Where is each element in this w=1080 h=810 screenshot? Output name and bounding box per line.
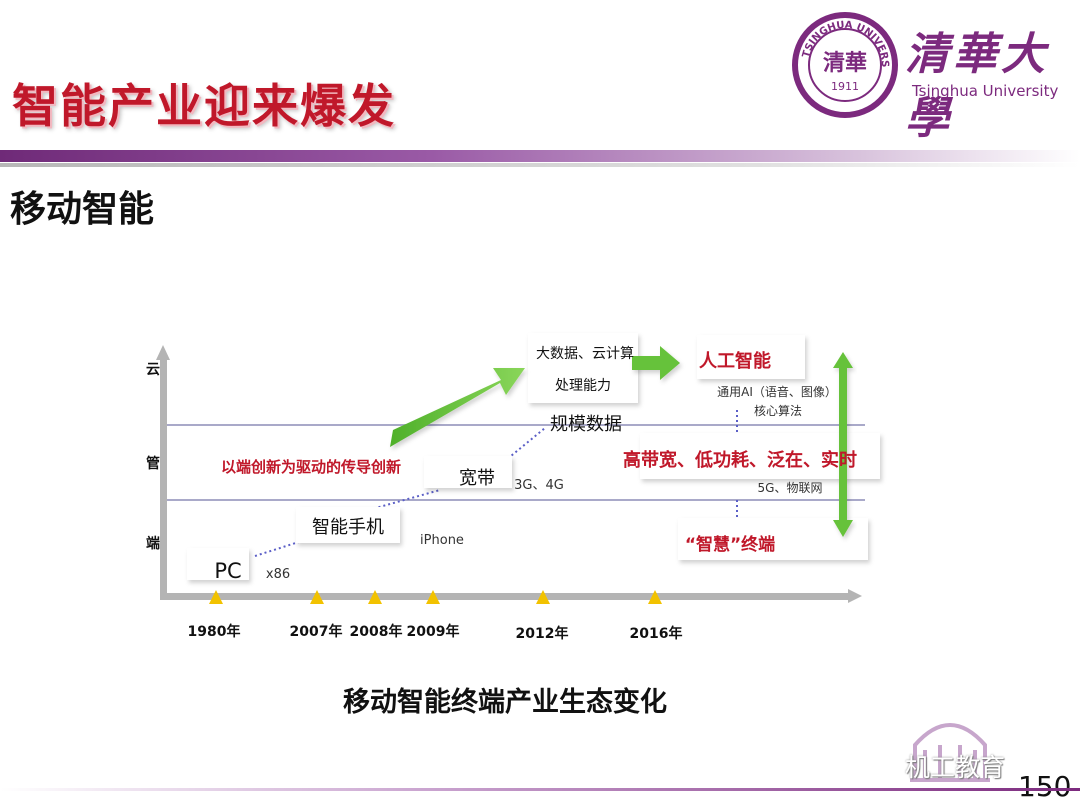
- marker-2012: [536, 590, 550, 604]
- header-divider: [0, 150, 1080, 162]
- connector-phone-broadband: [339, 489, 441, 519]
- year-2016: 2016年: [630, 625, 683, 642]
- slide-subtitle: 移动智能: [10, 189, 155, 230]
- x-axis-arrowhead: [848, 589, 862, 603]
- y-axis-arrowhead: [156, 345, 170, 360]
- innovation-label: 以端创新为驱动的传导创新: [221, 458, 401, 476]
- x-axis: [160, 593, 850, 600]
- year-1980: 1980年: [188, 623, 241, 640]
- pc-label: PC: [214, 559, 241, 583]
- tsinghua-logo: TSINGHUA UNIVERSITY 清華 1911 清華大學 Tsinghu…: [785, 2, 1060, 144]
- page-number: 150: [1018, 770, 1072, 803]
- box-ai: [697, 335, 805, 379]
- connector-pc-phone: [254, 539, 306, 557]
- 3g-4g-label: 3G、4G: [514, 478, 564, 493]
- highband-label: 高带宽、低功耗、泛在、实时: [623, 449, 857, 471]
- growth-arrow: [390, 368, 525, 447]
- marker-2016: [648, 590, 662, 604]
- y-label-terminal: 端: [146, 535, 160, 552]
- y-label-cloud: 云: [146, 362, 160, 378]
- box-smartphone: [296, 507, 400, 543]
- year-2012: 2012年: [516, 625, 569, 642]
- smartphone-label: 智能手机: [312, 517, 384, 538]
- timeline-markers: [209, 590, 662, 604]
- wechat-watermark: 机工教育: [905, 753, 1006, 782]
- logo-chinese-name: 清華大學: [905, 29, 1049, 144]
- year-2008: 2008年: [350, 623, 403, 640]
- cloud-terminal-double-arrow: [833, 352, 853, 537]
- y-label-pipe: 管: [146, 455, 160, 472]
- ai-label: 人工智能: [699, 350, 771, 372]
- y-axis: [160, 356, 167, 600]
- box-pc: [187, 548, 249, 580]
- bigdata-to-ai-arrow: [632, 346, 680, 380]
- year-2007: 2007年: [290, 623, 343, 640]
- logo-english-name: Tsinghua University: [912, 82, 1059, 100]
- scale-data-label: 规模数据: [550, 414, 622, 435]
- smart-terminal-label: “智慧”终端: [685, 534, 775, 555]
- building-watermark-icon: [910, 723, 990, 782]
- x86-label: x86: [266, 567, 290, 582]
- broadband-label: 宽带: [459, 468, 495, 489]
- marker-2007: [310, 590, 324, 604]
- 5g-iot-label: 5G、物联网: [758, 481, 823, 495]
- svg-text:1911: 1911: [831, 80, 859, 93]
- svg-text:清華: 清華: [823, 50, 867, 76]
- box-bigdata: [528, 333, 638, 403]
- bigdata-label-line2: 处理能力: [555, 378, 611, 394]
- ai-sub-label-1: 通用AI（语音、图像）: [717, 384, 837, 399]
- box-broadband: [424, 456, 512, 488]
- ai-sub-label-2: 核心算法: [754, 403, 802, 418]
- marker-1980: [209, 590, 223, 604]
- iphone-label: iPhone: [420, 533, 464, 548]
- diagram-caption: 移动智能终端产业生态变化: [343, 687, 667, 718]
- tsinghua-seal-icon: TSINGHUA UNIVERSITY 清華 1911: [785, 2, 898, 118]
- marker-2009: [426, 590, 440, 604]
- marker-2008: [368, 590, 382, 604]
- footer-divider: [0, 788, 1080, 791]
- slide-title: 智能产业迎来爆发: [12, 79, 396, 133]
- header-divider-shadow: [0, 163, 1080, 167]
- year-2009: 2009年: [407, 623, 460, 640]
- bigdata-label-line1: 大数据、云计算: [536, 346, 634, 362]
